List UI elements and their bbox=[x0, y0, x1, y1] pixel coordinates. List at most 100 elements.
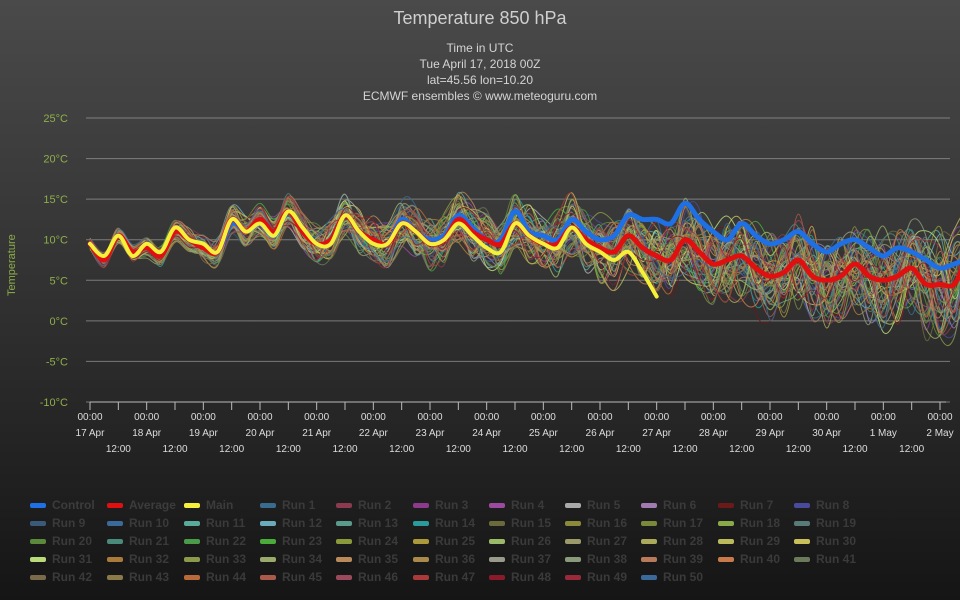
legend-item-run-42[interactable]: Run 42 bbox=[30, 570, 92, 584]
legend-item-run-30[interactable]: Run 30 bbox=[794, 534, 856, 548]
legend-item-run-12[interactable]: Run 12 bbox=[260, 516, 322, 530]
series-line-run-50 bbox=[89, 208, 960, 329]
chart-title: Temperature 850 hPa bbox=[393, 8, 567, 28]
legend-swatch bbox=[260, 521, 276, 527]
legend-item-run-32[interactable]: Run 32 bbox=[107, 552, 169, 566]
legend-item-run-21[interactable]: Run 21 bbox=[107, 534, 169, 548]
legend-item-run-18[interactable]: Run 18 bbox=[718, 516, 780, 530]
legend-item-run-8[interactable]: Run 8 bbox=[794, 498, 849, 512]
legend-item-run-33[interactable]: Run 33 bbox=[184, 552, 246, 566]
series-line-run-27 bbox=[89, 200, 960, 320]
legend-swatch bbox=[336, 521, 352, 527]
legend-item-run-7[interactable]: Run 7 bbox=[718, 498, 773, 512]
legend-item-run-17[interactable]: Run 17 bbox=[641, 516, 703, 530]
legend-item-run-24[interactable]: Run 24 bbox=[336, 534, 398, 548]
x-tick-label-time: 00:00 bbox=[361, 412, 386, 423]
y-tick-label: 10°C bbox=[43, 235, 68, 247]
legend-item-run-11[interactable]: Run 11 bbox=[184, 516, 245, 530]
legend-item-run-20[interactable]: Run 20 bbox=[30, 534, 92, 548]
legend-item-run-16[interactable]: Run 16 bbox=[565, 516, 627, 530]
y-tick-label: 0°C bbox=[50, 316, 69, 328]
legend-item-average[interactable]: Average bbox=[107, 498, 176, 512]
legend-swatch bbox=[107, 503, 123, 509]
legend-item-run-5[interactable]: Run 5 bbox=[565, 498, 620, 512]
legend-item-run-35[interactable]: Run 35 bbox=[336, 552, 398, 566]
legend-item-run-39[interactable]: Run 39 bbox=[641, 552, 703, 566]
legend-item-run-27[interactable]: Run 27 bbox=[565, 534, 627, 548]
legend-swatch bbox=[718, 521, 734, 527]
legend-swatch bbox=[565, 521, 581, 527]
legend-label: Run 48 bbox=[511, 570, 552, 584]
legend-item-run-14[interactable]: Run 14 bbox=[413, 516, 475, 530]
legend-item-run-29[interactable]: Run 29 bbox=[718, 534, 780, 548]
subtitle-line-3: lat=45.56 lon=10.20 bbox=[426, 73, 534, 87]
x-tick-label-date: 22 Apr bbox=[359, 428, 389, 439]
legend-item-run-44[interactable]: Run 44 bbox=[184, 570, 246, 584]
legend-swatch bbox=[413, 557, 429, 563]
legend-item-run-3[interactable]: Run 3 bbox=[413, 498, 468, 512]
legend-item-run-19[interactable]: Run 19 bbox=[794, 516, 856, 530]
legend-item-run-47[interactable]: Run 47 bbox=[413, 570, 475, 584]
legend-swatch bbox=[30, 539, 46, 545]
legend-label: Run 25 bbox=[435, 534, 476, 548]
legend-item-run-4[interactable]: Run 4 bbox=[489, 498, 544, 512]
legend-item-run-28[interactable]: Run 28 bbox=[641, 534, 703, 548]
legend-label: Run 42 bbox=[52, 570, 93, 584]
legend-swatch bbox=[260, 575, 276, 581]
legend-item-run-36[interactable]: Run 36 bbox=[413, 552, 475, 566]
legend-item-run-10[interactable]: Run 10 bbox=[107, 516, 169, 530]
legend-item-run-2[interactable]: Run 2 bbox=[336, 498, 391, 512]
legend-swatch bbox=[107, 557, 123, 563]
x-tick-label-noon: 12:00 bbox=[446, 444, 471, 455]
legend-item-run-23[interactable]: Run 23 bbox=[260, 534, 322, 548]
legend-item-run-26[interactable]: Run 26 bbox=[489, 534, 551, 548]
subtitle-line-1: Time in UTC bbox=[446, 41, 514, 55]
legend-item-run-49[interactable]: Run 49 bbox=[565, 570, 627, 584]
legend-label: Run 15 bbox=[511, 516, 552, 530]
legend-item-run-40[interactable]: Run 40 bbox=[718, 552, 780, 566]
legend-label: Run 41 bbox=[816, 552, 857, 566]
legend-label: Run 28 bbox=[663, 534, 704, 548]
legend-label: Run 32 bbox=[129, 552, 170, 566]
legend-label: Run 19 bbox=[816, 516, 857, 530]
x-tick-label-noon: 12:00 bbox=[106, 444, 131, 455]
legend-item-run-25[interactable]: Run 25 bbox=[413, 534, 475, 548]
legend-item-main[interactable]: Main bbox=[184, 498, 233, 512]
legend-item-run-13[interactable]: Run 13 bbox=[336, 516, 398, 530]
legend-item-run-45[interactable]: Run 45 bbox=[260, 570, 322, 584]
legend-swatch bbox=[30, 521, 46, 527]
legend-swatch bbox=[30, 503, 46, 509]
x-tick-label-time: 00:00 bbox=[304, 412, 329, 423]
x-tick-label-date: 23 Apr bbox=[416, 428, 446, 439]
legend-item-run-50[interactable]: Run 50 bbox=[641, 570, 703, 584]
legend-item-run-43[interactable]: Run 43 bbox=[107, 570, 169, 584]
legend-swatch bbox=[260, 557, 276, 563]
legend-item-run-34[interactable]: Run 34 bbox=[260, 552, 322, 566]
legend-item-run-1[interactable]: Run 1 bbox=[260, 498, 315, 512]
legend-item-run-38[interactable]: Run 38 bbox=[565, 552, 627, 566]
legend-item-run-6[interactable]: Run 6 bbox=[641, 498, 696, 512]
legend-item-run-31[interactable]: Run 31 bbox=[30, 552, 92, 566]
legend-item-run-9[interactable]: Run 9 bbox=[30, 516, 85, 530]
legend-swatch bbox=[107, 539, 123, 545]
legend-item-run-22[interactable]: Run 22 bbox=[184, 534, 246, 548]
legend-swatch bbox=[413, 521, 429, 527]
legend-label: Run 18 bbox=[740, 516, 781, 530]
legend-item-run-48[interactable]: Run 48 bbox=[489, 570, 551, 584]
legend-item-run-37[interactable]: Run 37 bbox=[489, 552, 551, 566]
x-tick-label-time: 00:00 bbox=[247, 412, 272, 423]
legend-item-run-41[interactable]: Run 41 bbox=[794, 552, 856, 566]
legend-swatch bbox=[641, 521, 657, 527]
legend-label: Run 37 bbox=[511, 552, 552, 566]
legend-swatch bbox=[718, 539, 734, 545]
legend-item-run-46[interactable]: Run 46 bbox=[336, 570, 398, 584]
legend-swatch bbox=[565, 539, 581, 545]
legend-item-run-15[interactable]: Run 15 bbox=[489, 516, 551, 530]
legend-label: Run 45 bbox=[282, 570, 323, 584]
legend-label: Run 12 bbox=[282, 516, 323, 530]
x-tick-label-noon: 12:00 bbox=[672, 444, 697, 455]
x-tick-label-time: 00:00 bbox=[531, 412, 556, 423]
legend-swatch bbox=[489, 557, 505, 563]
legend-item-control[interactable]: Control bbox=[30, 498, 95, 512]
subtitle-line-4: ECMWF ensembles © www.meteoguru.com bbox=[362, 89, 598, 103]
